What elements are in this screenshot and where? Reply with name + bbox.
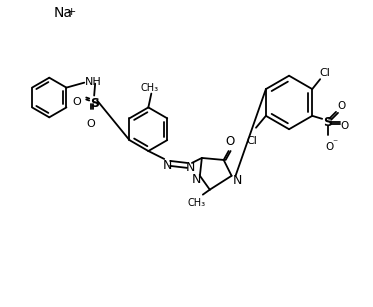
Text: NH: NH [85,77,102,87]
Text: O: O [86,119,95,129]
Text: S: S [323,116,332,129]
Text: Cl: Cl [246,136,257,146]
Text: O: O [325,142,333,152]
Text: ⁻: ⁻ [332,139,337,149]
Text: CH₃: CH₃ [140,83,159,92]
Text: O: O [72,97,81,107]
Text: +: + [67,7,76,17]
Text: Na: Na [53,6,72,20]
Text: O: O [337,101,345,111]
Text: N: N [192,173,201,186]
Text: Cl: Cl [319,68,330,78]
Text: S: S [90,97,99,110]
Text: O: O [225,135,234,148]
Text: N: N [186,161,195,174]
Text: N: N [163,159,173,173]
Text: CH₃: CH₃ [188,197,206,208]
Text: O: O [340,121,348,131]
Text: N: N [233,174,242,187]
